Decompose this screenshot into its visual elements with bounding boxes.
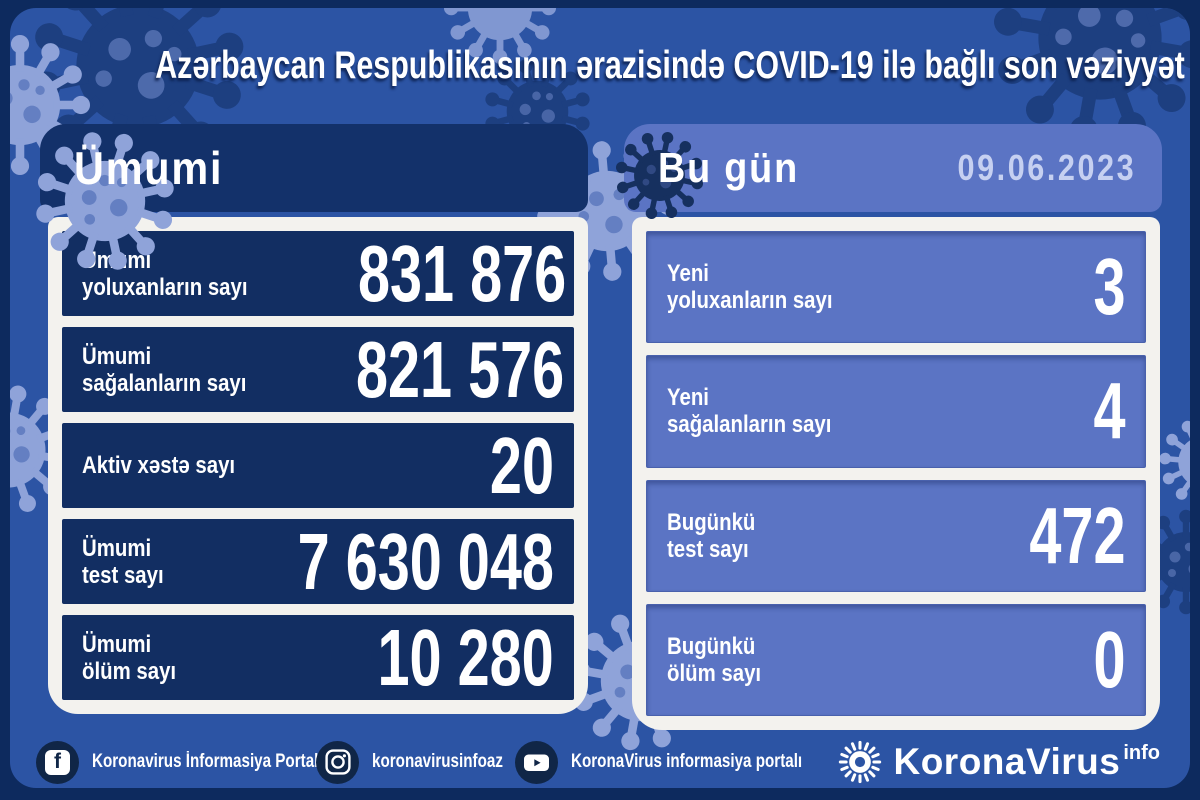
stat-label: Ümumi ölüm sayı <box>82 630 177 685</box>
social-label: koronavirusinfoaz <box>372 751 503 772</box>
logo-sup-text: info <box>1123 742 1160 764</box>
social-label: KoronaVirus informasiya portalı <box>571 751 803 772</box>
stat-label: Aktiv xəstə sayı <box>82 452 236 479</box>
stat-value: 821 576 <box>356 324 565 414</box>
stat-row-new-recovered: Yeni sağalanların sayı 4 <box>646 355 1146 468</box>
stat-row-today-deaths: Bugünkü ölüm sayı 0 <box>646 603 1146 716</box>
report-date: 09.06.2023 <box>957 147 1136 188</box>
panel-total-header: Ümumi <box>40 124 588 212</box>
logo-text: KoronaVirus <box>893 741 1121 782</box>
stat-label: Yeni yoluxanların sayı <box>667 260 833 315</box>
koronavirus-logo: KoronaVirus info <box>837 734 1160 788</box>
stat-label: Ümumi yoluxanların sayı <box>82 246 248 301</box>
stat-label: Bugünkü ölüm sayı <box>667 632 762 687</box>
social-link-youtube[interactable]: KoronaVirus informasiya portalı <box>515 734 860 788</box>
stat-value: 4 <box>1092 366 1125 456</box>
stat-row-total-recovered: Ümumi sağalanların sayı 821 576 <box>62 327 574 412</box>
stat-value: 20 <box>489 420 554 510</box>
stat-label: Bugünkü test sayı <box>667 508 756 563</box>
panel-today-body: Yeni yoluxanların sayı 3 Yeni sağalanların… <box>632 217 1160 730</box>
panel-today-title: Bu gün <box>658 144 799 191</box>
infographic-canvas: Azərbaycan Respublikasının ərazisində CO… <box>10 8 1190 788</box>
stat-label: Ümumi sağalanların sayı <box>82 342 247 397</box>
stat-value: 831 876 <box>357 228 566 318</box>
social-link-instagram[interactable]: koronavirusinfoaz <box>316 734 536 788</box>
stat-row-active-cases: Aktiv xəstə sayı 20 <box>62 423 574 508</box>
stat-row-total-infections: Ümumi yoluxanların sayı 831 876 <box>62 231 574 316</box>
panel-today: Bu gün 09.06.2023 Yeni yoluxanların sayı … <box>624 124 1162 730</box>
panel-total: Ümumi Ümumi yoluxanların sayı 831 876 Ümu… <box>40 124 588 714</box>
stat-label: Yeni sağalanların sayı <box>667 384 832 439</box>
social-link-facebook[interactable]: f Koronavirus İnformasiya Portalı <box>36 734 380 788</box>
panel-total-body: Ümumi yoluxanların sayı 831 876 Ümumi sağa… <box>48 217 588 714</box>
facebook-icon: f <box>36 740 79 784</box>
page-title: Azərbaycan Respublikasının ərazisində CO… <box>10 44 1190 88</box>
stat-row-new-infections: Yeni yoluxanların sayı 3 <box>646 231 1146 344</box>
panel-total-title: Ümumi <box>74 142 224 194</box>
social-label: Koronavirus İnformasiya Portalı <box>92 751 323 772</box>
stat-value: 0 <box>1092 614 1125 704</box>
footer: f Koronavirus İnformasiya Portalı korona… <box>10 734 1190 788</box>
stat-value: 3 <box>1092 242 1125 332</box>
stat-value: 7 630 048 <box>297 516 554 606</box>
koronavirus-logo-icon <box>839 740 882 784</box>
page-title-text: Azərbaycan Respublikasının ərazisində CO… <box>155 44 1185 87</box>
stat-value: 10 280 <box>377 612 554 702</box>
stat-row-total-tests: Ümumi test sayı 7 630 048 <box>62 519 574 604</box>
stat-row-total-deaths: Ümumi ölüm sayı 10 280 <box>62 615 574 700</box>
youtube-icon <box>515 740 558 784</box>
instagram-icon <box>316 740 359 784</box>
stat-label: Ümumi test sayı <box>82 534 164 589</box>
stat-value: 472 <box>1028 490 1125 580</box>
panel-today-header: Bu gün 09.06.2023 <box>624 124 1162 212</box>
stat-row-today-tests: Bugünkü test sayı 472 <box>646 479 1146 592</box>
